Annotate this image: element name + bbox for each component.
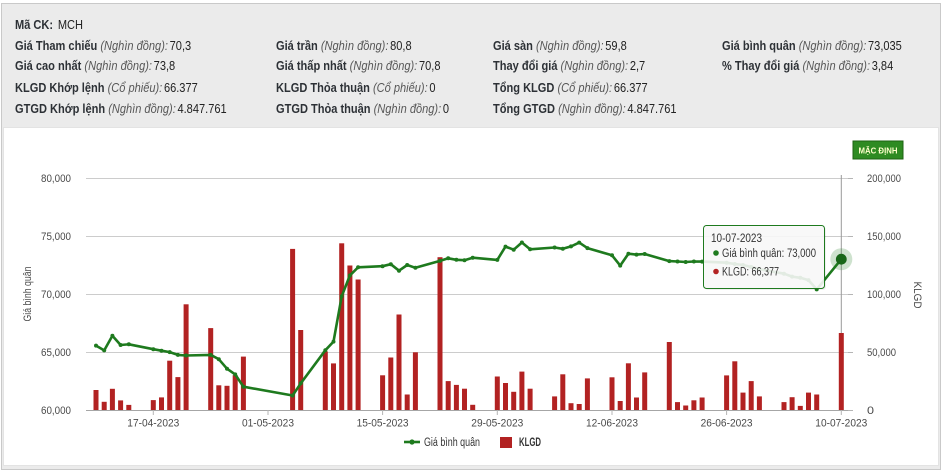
svg-text:10-07-2023: 10-07-2023 xyxy=(711,231,762,245)
svg-text:KLGD: KLGD xyxy=(911,282,923,309)
svg-text:26-06-2023: 26-06-2023 xyxy=(701,418,753,430)
svg-text:KLGD: KLGD xyxy=(519,437,541,449)
svg-text:15-05-2023: 15-05-2023 xyxy=(357,418,409,430)
svg-text:01-05-2023: 01-05-2023 xyxy=(242,418,294,430)
svg-text:10-07-2023: 10-07-2023 xyxy=(815,418,867,430)
svg-text:Giá bình quân: Giá bình quân xyxy=(424,437,480,449)
svg-text:75,000: 75,000 xyxy=(41,231,71,243)
svg-text:65,000: 65,000 xyxy=(41,347,71,359)
svg-text:70,000: 70,000 xyxy=(41,289,71,301)
svg-text:200,000: 200,000 xyxy=(867,173,901,185)
svg-text:150,000: 150,000 xyxy=(867,231,901,243)
svg-text:29-05-2023: 29-05-2023 xyxy=(471,418,523,430)
svg-text:KLGD: 66,377: KLGD: 66,377 xyxy=(722,266,779,278)
svg-text:MẶC ĐỊNH: MẶC ĐỊNH xyxy=(859,146,898,156)
svg-text:0: 0 xyxy=(867,405,874,417)
svg-text:12-06-2023: 12-06-2023 xyxy=(586,418,638,430)
svg-text:60,000: 60,000 xyxy=(41,405,71,417)
svg-text:80,000: 80,000 xyxy=(41,173,71,185)
svg-text:100,000: 100,000 xyxy=(867,289,901,301)
svg-text:Giá bình quân: 73,000: Giá bình quân: 73,000 xyxy=(722,248,816,260)
svg-text:50,000: 50,000 xyxy=(867,347,896,359)
svg-text:Giá bình quân: Giá bình quân xyxy=(22,267,34,322)
svg-text:17-04-2023: 17-04-2023 xyxy=(127,418,179,430)
